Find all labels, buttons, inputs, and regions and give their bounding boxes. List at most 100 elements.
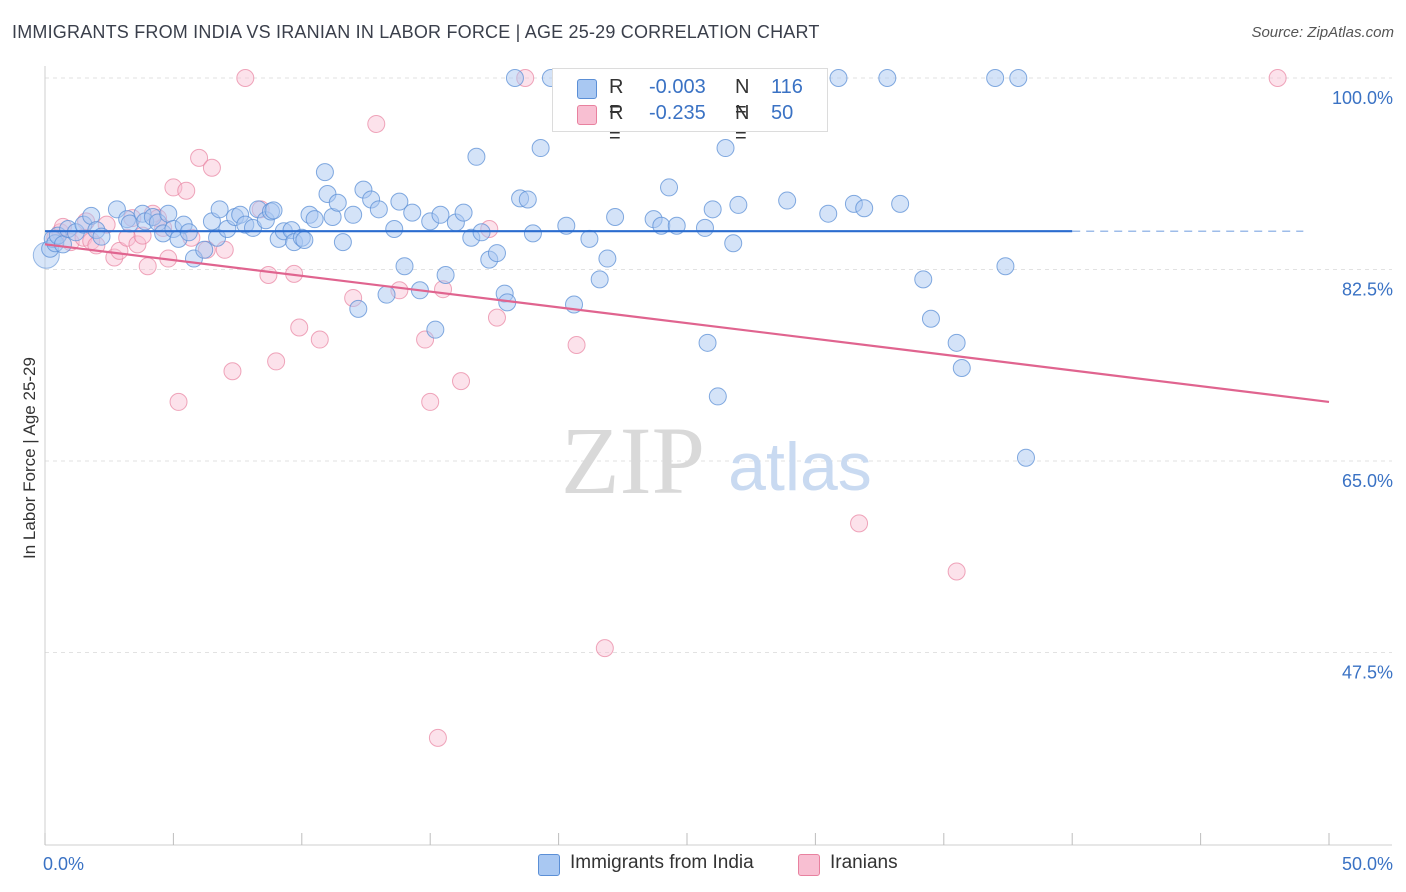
source-credit: Source: ZipAtlas.com [1251, 24, 1394, 41]
axes [44, 66, 1392, 846]
data-point-india [523, 224, 542, 243]
data-point-india [921, 309, 940, 328]
data-point-iranians [259, 265, 278, 284]
data-point-iranians [310, 330, 329, 349]
data-point-india [390, 192, 409, 211]
data-point-india [210, 200, 229, 219]
data-point-iranians [138, 257, 157, 276]
y-tick-labels: 100.0% 82.5% 65.0% 47.5% [1332, 88, 1393, 683]
india-swatch [577, 79, 597, 99]
data-point-india [996, 257, 1015, 276]
data-point-iranians [367, 114, 386, 133]
data-point-india [660, 178, 679, 197]
data-point-india [467, 147, 486, 166]
data-point-india [505, 69, 524, 87]
x-tick-label-min: 0.0% [43, 854, 84, 874]
data-point-iranians [236, 69, 255, 87]
data-point-india [914, 270, 933, 289]
data-point-iranians [169, 392, 188, 411]
r-value: -0.003 [649, 76, 706, 98]
data-point-iranians [1268, 69, 1287, 87]
data-point-india [891, 194, 910, 213]
data-point-india [403, 203, 422, 222]
data-point-india [315, 163, 334, 182]
data-point-india [580, 229, 599, 248]
data-point-india [695, 218, 714, 237]
stats-legend: R = -0.003 N = 116 R = -0.235 N = 50 [552, 68, 828, 147]
data-point-india [344, 205, 363, 224]
data-point-iranians [428, 728, 447, 747]
data-point-india [878, 69, 897, 87]
data-point-india [698, 333, 717, 352]
data-point-iranians [850, 514, 869, 533]
data-point-iranians [290, 318, 309, 337]
data-point-india [703, 200, 722, 219]
data-point-india [598, 249, 617, 268]
data-point-india [667, 216, 686, 235]
legend-item-india[interactable]: Immigrants from India [538, 852, 778, 878]
data-point-india [159, 204, 178, 223]
n-label: N = [735, 76, 750, 121]
chart-title: IMMIGRANTS FROM INDIA VS IRANIAN IN LABO… [12, 22, 820, 42]
legend-item-iranians[interactable]: Iranians [798, 852, 918, 878]
n-value: 116 [771, 76, 803, 98]
data-point-india [708, 387, 727, 406]
data-point-iranians [595, 639, 614, 658]
data-point-india [557, 216, 576, 235]
data-point-india [426, 320, 445, 339]
data-point-iranians [567, 336, 586, 355]
data-point-india [590, 270, 609, 289]
x-tick-labels: 0.0% 50.0% [43, 854, 1393, 874]
y-tick-label: 65.0% [1342, 471, 1393, 491]
data-point-india [385, 220, 404, 239]
r-value: -0.235 [649, 102, 706, 124]
data-point-india [295, 230, 314, 249]
y-tick-label: 82.5% [1342, 280, 1393, 300]
data-point-iranians [487, 308, 506, 327]
iranians-legend-label: Iranians [830, 852, 898, 873]
data-point-india [531, 139, 550, 158]
data-point-india [518, 190, 537, 209]
r-label: R = [609, 102, 624, 147]
data-point-india [436, 265, 455, 284]
y-tick-label: 47.5% [1342, 663, 1393, 683]
n-value: 50 [771, 102, 794, 124]
data-point-iranians [421, 392, 440, 411]
data-point-india [264, 201, 283, 220]
india-legend-swatch [538, 854, 560, 876]
data-point-india [729, 195, 748, 214]
data-point-india [778, 191, 797, 210]
iranians-legend-swatch [798, 854, 820, 876]
data-point-india [349, 299, 368, 318]
watermark-atlas: atlas [728, 429, 872, 505]
data-point-iranians [267, 352, 286, 371]
data-point-india [195, 240, 214, 259]
iranians-swatch [577, 105, 597, 125]
y-tick-label: 100.0% [1332, 88, 1393, 108]
watermark: ZIP atlas [561, 407, 872, 514]
trend-lines [44, 230, 1330, 404]
data-point-iranians [177, 181, 196, 200]
data-point-iranians [452, 372, 471, 391]
data-point-india [855, 199, 874, 218]
data-point-india [716, 139, 735, 158]
watermark-zip: ZIP [561, 407, 705, 514]
data-point-iranians [947, 562, 966, 581]
data-point-india [377, 285, 396, 304]
gridlines [45, 77, 1392, 653]
data-point-india [487, 244, 506, 263]
data-point-india [92, 227, 111, 246]
data-point-india [829, 69, 848, 87]
data-point-india [606, 207, 625, 226]
data-point-india [395, 257, 414, 276]
data-point-india [431, 205, 450, 224]
data-point-iranians [202, 158, 221, 177]
data-point-india [947, 333, 966, 352]
data-point-india [454, 203, 473, 222]
data-point-india [986, 69, 1005, 87]
india-legend-label: Immigrants from India [570, 852, 754, 873]
r-label: R = [609, 76, 624, 121]
data-point-india [305, 210, 324, 229]
data-point-india [724, 234, 743, 253]
